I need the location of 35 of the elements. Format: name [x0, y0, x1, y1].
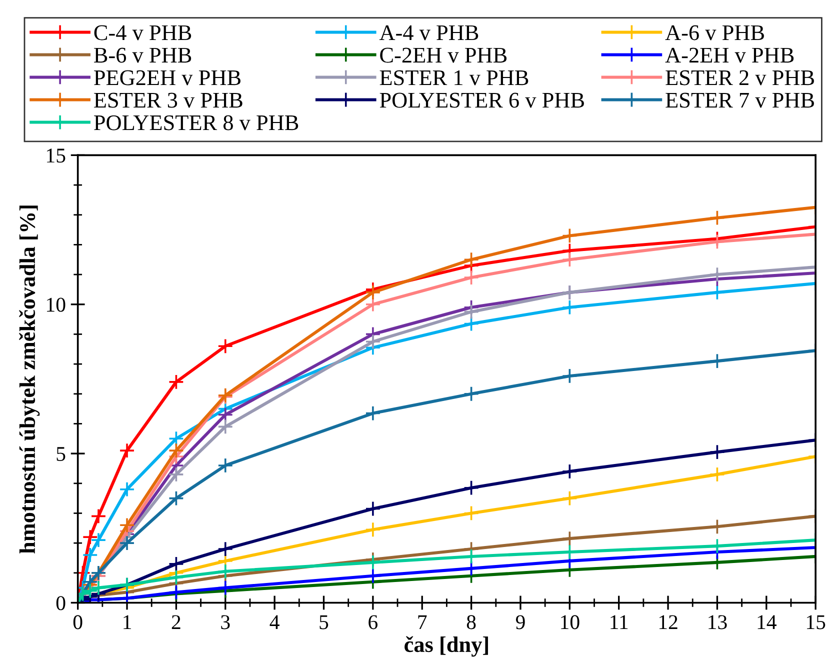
- y-tick-label: 5: [56, 447, 66, 461]
- legend-label: POLYESTER 8 v PHB: [94, 115, 298, 130]
- y-tick-label: 15: [47, 148, 66, 163]
- x-tick-label: 3: [221, 615, 230, 630]
- x-tick-label: 10: [561, 615, 580, 630]
- legend-label: ESTER 2 v PHB: [666, 70, 814, 86]
- legend-label: C-4 v PHB: [94, 25, 192, 40]
- x-tick-label: 2: [172, 615, 180, 629]
- y-tick-label: 0: [56, 596, 66, 610]
- x-axis-title: čas [dny]: [404, 636, 488, 657]
- x-tick-label: 0: [73, 615, 82, 630]
- x-tick-label: 11: [610, 615, 628, 629]
- x-tick-label: 13: [708, 615, 727, 630]
- legend-label: A-2EH v PHB: [665, 48, 794, 63]
- x-tick-label: 4: [270, 615, 280, 629]
- x-tick-label: 9: [516, 615, 525, 630]
- x-tick-label: 14: [758, 615, 776, 629]
- legend-label: ESTER 3 v PHB: [94, 92, 242, 108]
- legend-label: A-4 v PHB: [379, 25, 478, 40]
- x-tick-label: 1: [124, 615, 131, 629]
- y-tick-label: 10: [47, 298, 66, 312]
- legend-label: ESTER 7 v PHB: [666, 92, 814, 108]
- legend-label: ESTER 1 v PHB: [380, 70, 528, 86]
- x-tick-label: 6: [368, 615, 378, 630]
- legend-label: C-2EH v PHB: [380, 48, 507, 63]
- x-tick-label: 7: [418, 615, 427, 629]
- legend-label: B-6 v PHB: [94, 48, 192, 63]
- x-tick-label: 15: [806, 615, 826, 630]
- y-axis-title: hmotnostní úbytek změkčovadla [%]: [19, 206, 40, 554]
- x-tick-label: 12: [659, 615, 678, 629]
- x-tick-label: 8: [466, 615, 476, 630]
- x-tick-label: 5: [320, 615, 328, 630]
- legend-label: POLYESTER 6 v PHB: [380, 92, 584, 108]
- legend-label: A-6 v PHB: [665, 25, 764, 40]
- legend-label: PEG2EH v PHB: [94, 70, 240, 86]
